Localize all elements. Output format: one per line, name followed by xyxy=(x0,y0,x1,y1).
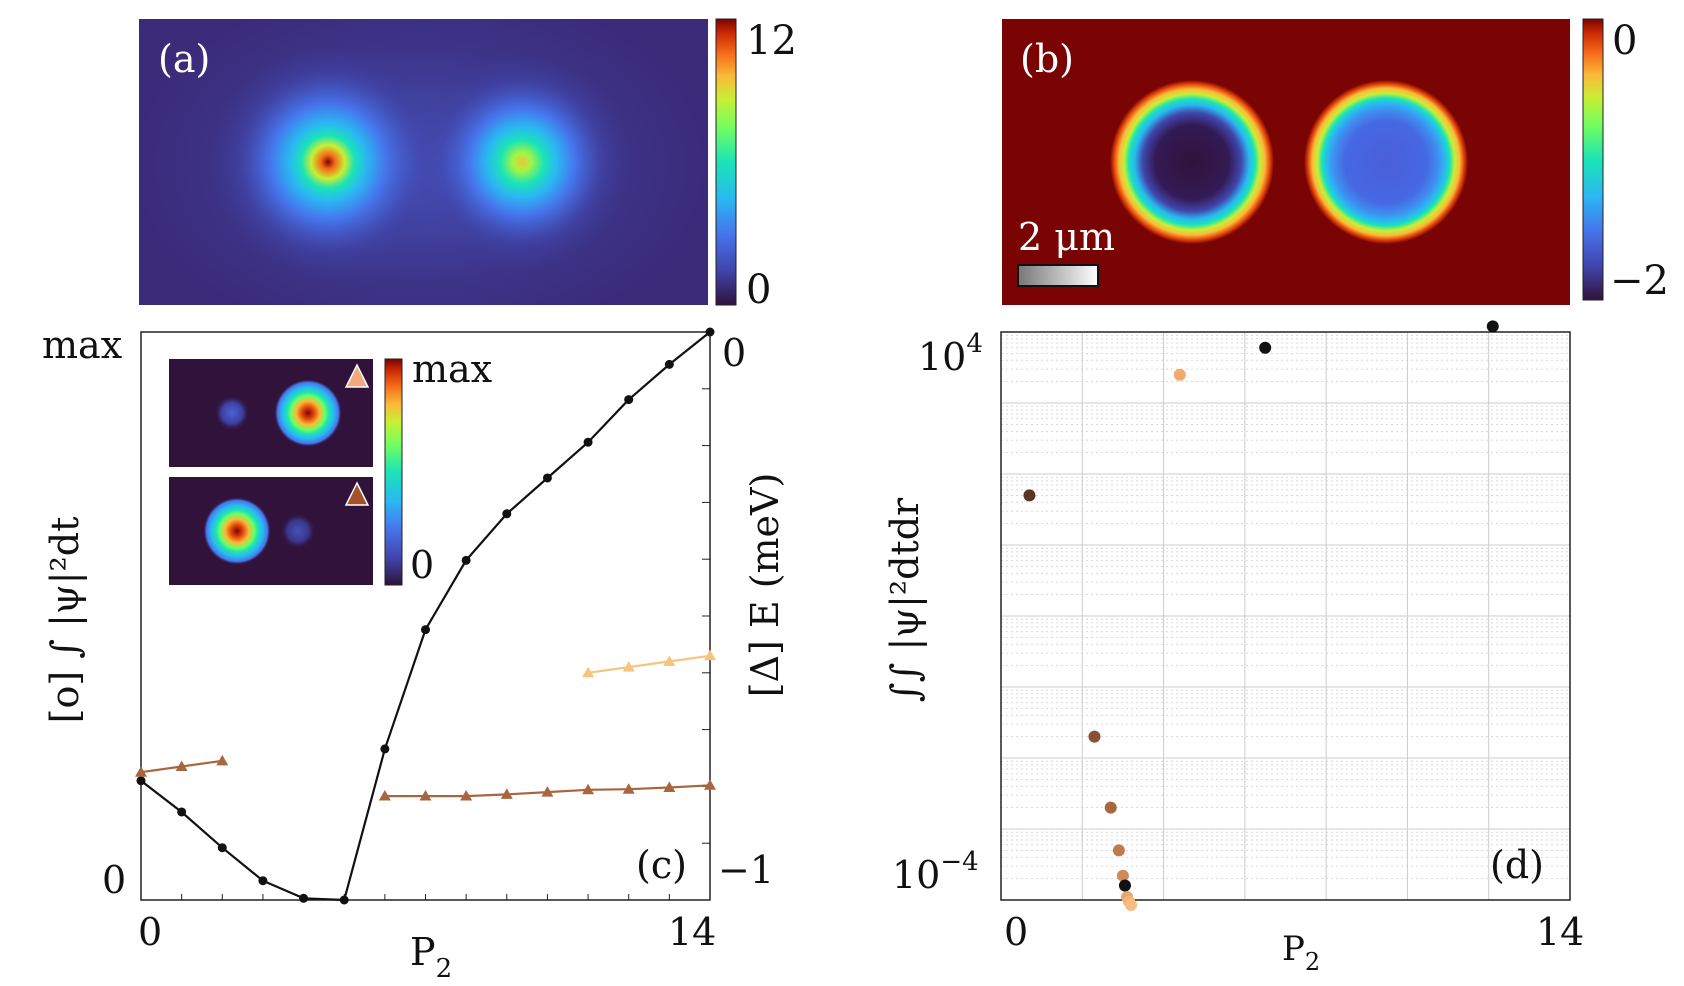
panel-d-data-point xyxy=(1112,844,1125,857)
inset-colorbar-max: max xyxy=(412,347,492,391)
panel-d-data-point xyxy=(1125,899,1138,912)
panel-d-data-point xyxy=(1104,801,1117,814)
panel-d-ytick-bottom: 10−4 xyxy=(892,847,979,897)
inset-colorbar-min: 0 xyxy=(410,543,434,587)
scale-bar-label: 2 μm xyxy=(1018,215,1115,259)
panel-d-data-point xyxy=(1118,879,1131,892)
series-0-point xyxy=(461,555,471,565)
panel-d-label: (d) xyxy=(1490,843,1544,887)
inset-colorbar xyxy=(384,358,403,586)
series-3-point xyxy=(663,655,676,666)
series-2-point xyxy=(460,790,473,801)
panel-a-colorbar-max: 12 xyxy=(746,18,797,64)
panel-c-label: (c) xyxy=(636,843,687,887)
panel-d-grid xyxy=(1001,332,1570,901)
series-3-line xyxy=(587,654,711,674)
panel-c-xtick-zero: 0 xyxy=(138,910,162,954)
series-3-point xyxy=(622,661,635,672)
panel-d-xtick-fourteen: 14 xyxy=(1536,910,1584,954)
series-0-point xyxy=(177,807,187,817)
inset-top-bright-spot xyxy=(274,379,342,447)
series-0-point xyxy=(542,473,552,483)
series-2-point xyxy=(378,790,391,801)
series-0-point xyxy=(624,395,634,405)
inset-bottom-bright-spot xyxy=(203,497,271,565)
panel-c-series xyxy=(135,327,716,905)
panel-d-data-point xyxy=(1116,869,1129,882)
panel-c-ytick-zero: 0 xyxy=(102,858,126,902)
series-2-point xyxy=(500,788,513,799)
series-2-point xyxy=(541,786,554,797)
inset-top-weak-spot xyxy=(214,395,250,431)
series-0-point xyxy=(664,359,674,369)
panel-d-data-point xyxy=(1088,730,1101,743)
series-0-point xyxy=(421,625,430,635)
panel-d-xlabel: P2 xyxy=(1282,929,1320,976)
series-0-point xyxy=(258,876,268,886)
panel-c-ylabel-right: [Δ] E (meV) xyxy=(743,473,787,698)
inset-top-triangle-marker xyxy=(344,363,370,388)
panel-d-ytick-top: 104 xyxy=(918,329,983,379)
series-2-point xyxy=(704,779,716,790)
series-1-point xyxy=(135,766,147,777)
panel-d-ylabel: ∫∫ |ψ|²dtdr xyxy=(883,497,927,702)
panel-a: (a) 12 0 xyxy=(139,18,797,313)
series-2-point xyxy=(582,783,595,795)
series-2-point xyxy=(663,781,676,793)
panel-b-colorbar-max: 0 xyxy=(1612,18,1637,64)
series-2-point xyxy=(419,790,432,801)
panel-b-background xyxy=(1002,19,1570,305)
panel-c-ytick-max: max xyxy=(42,323,122,367)
panel-c: max 0 0 −1 0 14 P2 [o] ∫ |ψ|²dt [Δ] E (m… xyxy=(42,323,787,984)
series-0-point xyxy=(299,893,309,903)
series-3-point xyxy=(704,649,716,661)
inset-bottom-triangle-marker xyxy=(344,481,370,506)
panel-d-points xyxy=(1023,320,1499,912)
series-1-point xyxy=(216,754,229,766)
panel-d: 104 10−4 0 14 P2 ∫∫ |ψ|²dtdr (d) xyxy=(883,320,1584,976)
scale-bar xyxy=(1017,264,1099,287)
panel-d-data-point xyxy=(1486,320,1499,333)
panel-c-right-ytick-zero: 0 xyxy=(722,331,746,375)
series-0-point xyxy=(502,509,512,519)
series-1-point xyxy=(175,760,188,772)
panel-a-right-condensate xyxy=(412,52,632,272)
panel-d-axes-frame xyxy=(1000,331,1571,901)
panel-d-xtick-zero: 0 xyxy=(1004,910,1028,954)
panel-d-data-point xyxy=(1023,489,1036,502)
panel-c-right-ytick-minus-one: −1 xyxy=(718,848,774,892)
series-0-point xyxy=(705,327,715,337)
series-0-point xyxy=(380,744,390,754)
panel-a-colorbar-min: 0 xyxy=(746,267,771,313)
panel-c-xlabel: P2 xyxy=(410,930,452,984)
inset-top-map xyxy=(169,359,373,467)
panel-c-xtick-fourteen: 14 xyxy=(668,910,716,954)
panel-b-colorbar xyxy=(1582,18,1604,301)
inset-bottom-weak-spot xyxy=(280,513,316,549)
panel-a-left-condensate xyxy=(208,42,448,282)
panel-a-label: (a) xyxy=(158,37,210,81)
series-3-point xyxy=(582,666,595,678)
panel-d-data-point xyxy=(1173,368,1186,381)
panel-c-ticks xyxy=(181,388,710,900)
panel-b-label: (b) xyxy=(1020,37,1074,81)
panel-b-right-ring xyxy=(1304,80,1468,244)
panel-b-left-ring xyxy=(1110,80,1274,244)
series-0-point xyxy=(339,895,349,905)
panel-d-data-point xyxy=(1259,341,1272,354)
panel-c-inset: max 0 xyxy=(169,347,492,587)
series-0-point xyxy=(136,776,146,786)
panel-a-colorbar xyxy=(715,18,737,306)
panel-b: (b) 2 μm 0 −2 xyxy=(1002,18,1669,305)
series-0-point xyxy=(217,843,227,853)
series-2-point xyxy=(622,783,635,794)
panel-b-colorbar-min: −2 xyxy=(1610,258,1669,304)
series-0-point xyxy=(583,437,593,447)
panel-c-ylabel-left: [o] ∫ |ψ|²dt xyxy=(43,517,87,724)
